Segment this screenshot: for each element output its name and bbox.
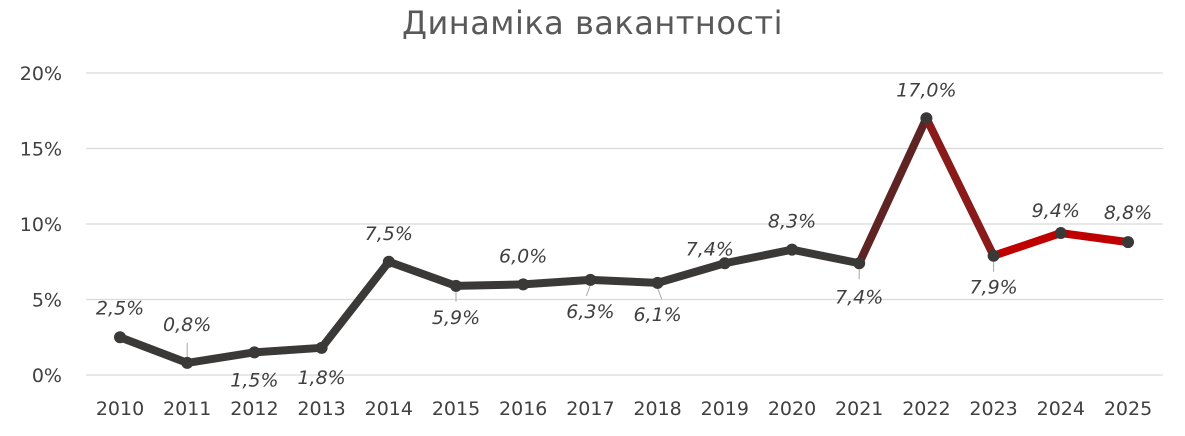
line-segment (788, 245, 864, 268)
x-tick-label: 2022 (902, 398, 950, 420)
line-segment (519, 275, 595, 289)
data-point (517, 278, 530, 291)
y-tick-label: 20% (20, 63, 62, 85)
x-tick-label: 2012 (230, 398, 278, 420)
label-leader-lines (186, 248, 995, 357)
data-label: 6,3% (566, 301, 614, 323)
chart-title: Динаміка вакантності (401, 4, 784, 42)
line-segment (452, 280, 528, 290)
y-tick-label: 10% (20, 214, 62, 236)
line-segment (855, 114, 931, 268)
x-tick-label: 2017 (566, 398, 614, 420)
data-point (920, 112, 933, 125)
x-tick-label: 2010 (96, 398, 144, 420)
data-label: 7,4% (835, 286, 883, 308)
data-label: 1,8% (297, 367, 345, 389)
data-point (315, 341, 328, 354)
line-segment (586, 275, 662, 287)
data-label: 9,4% (1032, 200, 1080, 222)
data-label: 7,4% (686, 238, 734, 260)
data-point (248, 346, 261, 359)
data-label: 5,9% (432, 307, 480, 329)
grid-lines (86, 72, 1163, 376)
x-tick-label: 2020 (768, 398, 816, 420)
series-points (114, 112, 1134, 369)
data-point (1054, 227, 1067, 240)
line-segment (989, 229, 1065, 260)
data-point (853, 257, 866, 270)
line-segment (922, 114, 998, 260)
data-point (651, 276, 664, 289)
x-tick-label: 2023 (969, 398, 1017, 420)
data-point (987, 249, 1000, 262)
data-label: 8,3% (768, 211, 816, 233)
data-point (450, 279, 462, 292)
y-tick-label: 5% (32, 290, 62, 312)
data-label: 6,1% (633, 304, 681, 326)
series-line (116, 114, 1132, 367)
data-point (114, 331, 126, 344)
line-segment (1056, 229, 1132, 247)
data-point (786, 243, 798, 256)
data-point (181, 356, 194, 369)
data-label: 6,0% (499, 245, 547, 267)
data-label: 2,5% (96, 297, 144, 319)
x-tick-label: 2011 (163, 398, 211, 420)
data-label: 7,5% (365, 223, 413, 245)
line-segment (317, 257, 393, 352)
x-tick-label: 2013 (297, 398, 345, 420)
x-tick-label: 2018 (633, 398, 681, 420)
x-tick-label: 2019 (701, 398, 749, 420)
data-point (584, 273, 597, 286)
x-tick-label: 2025 (1104, 398, 1152, 420)
x-axis-ticks: 2010 2011 2012 2013 2014 2015 2016 2017 2018 2019… (96, 398, 1152, 420)
line-segment (653, 259, 729, 287)
data-point (1122, 236, 1134, 249)
data-label: 8,8% (1104, 202, 1152, 224)
x-tick-label: 2021 (835, 398, 883, 420)
leader-line (657, 287, 663, 300)
data-label: 7,9% (969, 277, 1017, 299)
y-tick-label: 0% (32, 365, 62, 387)
y-axis-ticks: 0% 5% 10% 15% 20% (20, 63, 62, 387)
data-point (382, 255, 395, 268)
x-tick-label: 2024 (1037, 398, 1085, 420)
data-label: 17,0% (896, 79, 956, 101)
leader-line (585, 284, 591, 297)
data-labels: 2,5% 0,8% 1,5% 1,8% 7,5% 5,9% 6,0% 6,3% 6,1% 7,4%… (96, 79, 1152, 391)
line-segment (250, 343, 326, 357)
x-tick-label: 2015 (432, 398, 480, 420)
line-segment (116, 333, 192, 367)
x-tick-label: 2014 (365, 398, 413, 420)
data-label: 0,8% (163, 314, 211, 336)
x-tick-label: 2016 (499, 398, 547, 420)
line-segment (384, 257, 460, 290)
line-segment (720, 245, 796, 268)
data-point (718, 257, 731, 270)
line-segment (183, 348, 259, 367)
data-label: 1,5% (230, 369, 278, 391)
y-tick-label: 15% (20, 139, 62, 161)
